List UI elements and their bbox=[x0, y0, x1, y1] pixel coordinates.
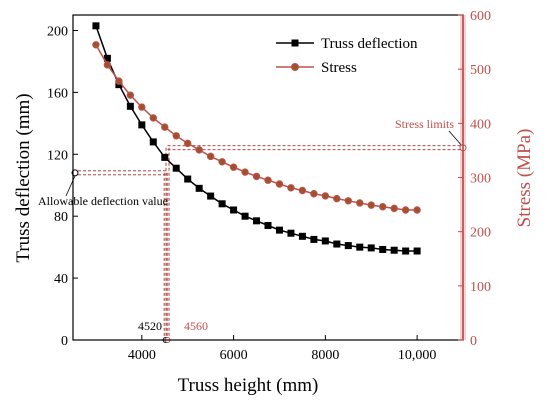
stress-point bbox=[218, 158, 226, 166]
deflection-point bbox=[321, 237, 329, 245]
stress-point bbox=[298, 186, 307, 195]
y2-tick-label: 400 bbox=[470, 117, 491, 132]
deflection-point bbox=[92, 22, 100, 30]
y-tick-label: 0 bbox=[61, 334, 68, 349]
y-axis-title: Truss deflection (mm) bbox=[13, 93, 34, 262]
stress-point bbox=[333, 194, 341, 203]
deflection-point bbox=[310, 235, 318, 243]
stress-point bbox=[115, 77, 123, 85]
legend-marker-deflection bbox=[291, 39, 299, 47]
stress-point bbox=[367, 201, 375, 209]
stress-point bbox=[103, 61, 112, 69]
deflection-point bbox=[184, 175, 192, 183]
deflection-point bbox=[402, 247, 410, 255]
stress-point bbox=[138, 103, 146, 111]
deflection-point bbox=[149, 138, 157, 146]
deflection-point bbox=[379, 245, 387, 253]
deflection-point bbox=[333, 240, 341, 248]
axes bbox=[72, 14, 464, 341]
deflection-point bbox=[138, 121, 146, 129]
x-tick-label: 6000 bbox=[220, 348, 248, 363]
y-tick-label: 160 bbox=[47, 86, 68, 101]
y2-tick-label: 200 bbox=[470, 226, 491, 241]
legend-label-deflection: Truss deflection bbox=[321, 36, 418, 52]
stress-point bbox=[161, 123, 169, 131]
stress-point bbox=[264, 176, 272, 184]
stress-point bbox=[252, 172, 261, 181]
x-tick-label: 4000 bbox=[128, 348, 156, 363]
x-stress-annot: 4560 bbox=[184, 319, 208, 333]
deflection-point bbox=[230, 206, 238, 214]
y-tick-label: 80 bbox=[54, 210, 68, 225]
deflection-point bbox=[253, 217, 261, 225]
allowable-leader-line bbox=[65, 175, 76, 197]
series-line-0 bbox=[95, 25, 418, 252]
deflection-point bbox=[390, 246, 398, 254]
deflection-point bbox=[241, 212, 249, 220]
y2-tick-label: 100 bbox=[470, 280, 491, 295]
y2-axis-title: Stress (MPa) bbox=[514, 129, 535, 228]
stress-point bbox=[356, 199, 364, 207]
stress-point bbox=[172, 132, 180, 140]
stress-point bbox=[184, 139, 192, 148]
stress-limit-leader-line bbox=[448, 130, 462, 145]
x-axis-title: Truss height (mm) bbox=[178, 375, 319, 396]
legend: Truss deflection Stress bbox=[276, 36, 418, 76]
tick-labels: 4000 6000 8000 10,000 0 40 80 120 160 200 0 100 200 3… bbox=[47, 9, 491, 363]
stress-point bbox=[126, 91, 135, 99]
y2-tick-label: 500 bbox=[470, 63, 491, 78]
x-tick-label: 8000 bbox=[311, 348, 339, 363]
y2-tick-label: 300 bbox=[470, 172, 491, 187]
stress-point bbox=[241, 168, 249, 176]
y2-tick-label: 600 bbox=[470, 9, 491, 24]
deflection-point bbox=[344, 242, 352, 250]
stress-point bbox=[287, 184, 295, 192]
stress-point bbox=[195, 146, 203, 154]
deflection-point bbox=[275, 226, 283, 234]
stress-point bbox=[413, 206, 421, 214]
y-tick-label: 120 bbox=[47, 148, 68, 163]
deflection-point bbox=[218, 200, 226, 208]
deflection-point bbox=[161, 153, 169, 161]
stress-limit-label: Stress limits bbox=[395, 117, 454, 131]
legend-label-stress: Stress bbox=[321, 60, 357, 76]
stress-point bbox=[229, 163, 238, 171]
deflection-point bbox=[367, 244, 375, 252]
x-deflection-annot: 4520 bbox=[138, 319, 162, 333]
stress-point bbox=[321, 192, 330, 200]
deflection-point bbox=[103, 54, 111, 62]
legend-marker-stress bbox=[291, 63, 299, 71]
stress-point bbox=[401, 206, 410, 214]
series-group bbox=[92, 22, 421, 255]
guide-lines bbox=[65, 130, 467, 343]
deflection-point bbox=[172, 164, 180, 172]
stress-point bbox=[92, 41, 100, 49]
allowable-deflection-label: Allowable deflection value bbox=[38, 194, 168, 208]
deflection-point bbox=[298, 232, 306, 240]
y2-tick-label: 0 bbox=[470, 334, 477, 349]
x-tick-label: 10,000 bbox=[398, 348, 437, 363]
deflection-point bbox=[413, 247, 421, 255]
deflection-point bbox=[264, 221, 272, 229]
stress-point bbox=[275, 180, 284, 188]
deflection-point bbox=[207, 192, 215, 200]
stress-point bbox=[310, 190, 318, 198]
deflection-point bbox=[126, 102, 134, 110]
stress-point bbox=[379, 203, 387, 211]
stress-point bbox=[390, 204, 398, 213]
deflection-point bbox=[195, 184, 203, 192]
deflection-point bbox=[356, 243, 364, 251]
deflection-point bbox=[287, 229, 295, 237]
stress-point bbox=[149, 114, 157, 122]
y-tick-label: 40 bbox=[54, 272, 68, 287]
stress-point bbox=[344, 197, 352, 205]
y-tick-label: 200 bbox=[47, 24, 68, 39]
stress-point bbox=[206, 152, 215, 161]
